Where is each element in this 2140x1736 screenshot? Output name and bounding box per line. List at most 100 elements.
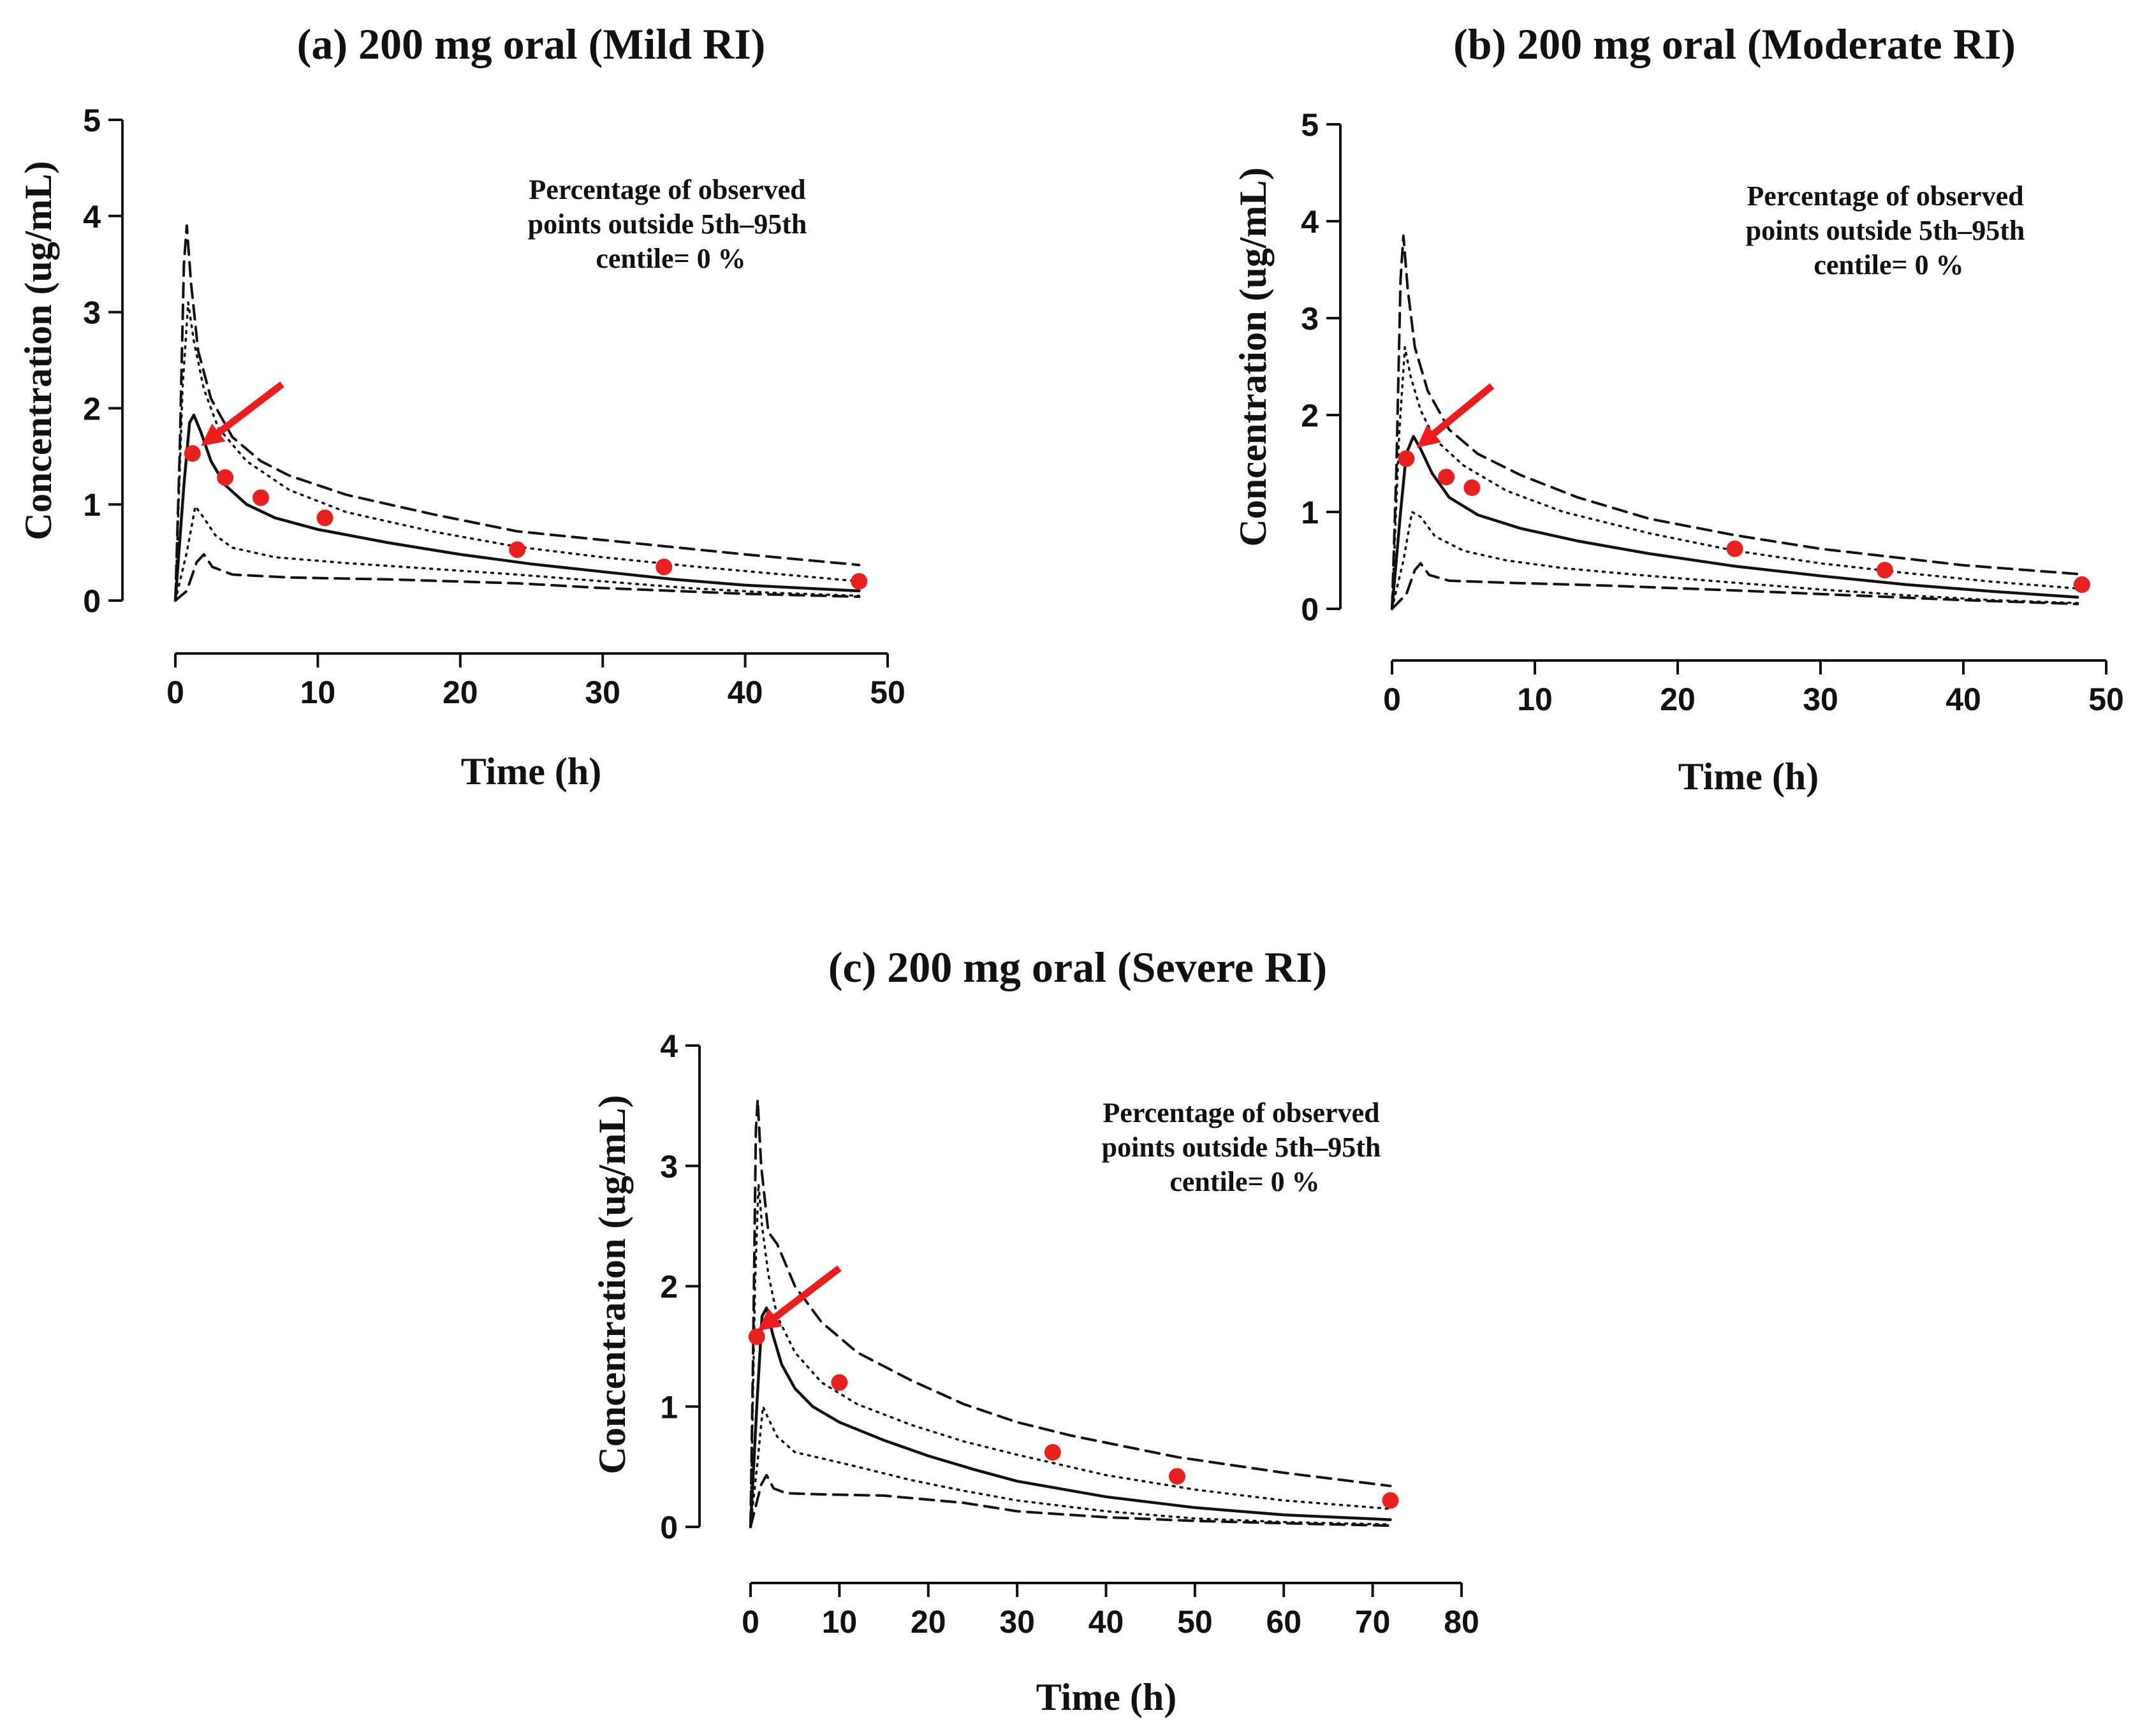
y-tick-label: 0 [1301, 592, 1319, 627]
y-tick-label: 1 [83, 487, 101, 523]
observed-point [656, 558, 673, 576]
x-tick-label: 30 [999, 1604, 1035, 1640]
x-tick-label: 20 [911, 1604, 946, 1640]
y-tick-label: 2 [1301, 398, 1319, 434]
panel-b-annotation: Percentage of observed points outside 5t… [1746, 180, 2032, 281]
25th-percentile-line [174, 505, 861, 602]
panel-a-title: (a) 200 mg oral (Mild RI) [297, 20, 766, 68]
observed-point [1044, 1443, 1061, 1461]
observed-point [1463, 479, 1481, 496]
median-line [1390, 435, 2079, 611]
panel-b: (b) 200 mg oral (Moderate RI) Concentrat… [1232, 20, 2124, 798]
x-tick-label: 0 [1383, 682, 1401, 717]
y-tick-label: 0 [83, 583, 101, 619]
y-tick-label: 4 [83, 199, 101, 235]
5th-percentile-line [749, 1473, 1392, 1528]
95th-percentile-line [174, 224, 861, 602]
y-tick-label: 5 [1301, 107, 1319, 143]
observed-point [1382, 1492, 1399, 1509]
observed-point [1438, 469, 1455, 486]
x-tick-label: 10 [1517, 682, 1553, 717]
x-tick-label: 50 [870, 675, 905, 710]
x-tick-label: 80 [1444, 1604, 1479, 1640]
observed-point [831, 1374, 848, 1391]
y-tick-label: 1 [660, 1389, 678, 1425]
observed-point [851, 573, 868, 590]
x-tick-label: 20 [443, 675, 478, 710]
25th-percentile-line [1391, 511, 2079, 610]
observed-point [217, 469, 234, 486]
y-tick-label: 1 [1301, 495, 1319, 530]
x-tick-label: 50 [2088, 682, 2124, 717]
panel-a-ylabel: Concentration (ug/mL) [17, 161, 59, 541]
panel-c-title: (c) 200 mg oral (Severe RI) [828, 943, 1327, 991]
x-tick-label: 0 [166, 675, 184, 710]
y-tick-label: 2 [83, 391, 101, 427]
annotation-line-2: points outside 5th–95th [528, 208, 807, 240]
observed-point [1169, 1468, 1185, 1485]
observed-point [748, 1328, 765, 1345]
annotation-line-3: centile= 0 % [596, 243, 745, 274]
panel-b-ylabel: Concentration (ug/mL) [1232, 168, 1274, 547]
observed-point [316, 509, 333, 527]
x-tick-label: 50 [1177, 1604, 1213, 1640]
x-tick-label: 40 [1946, 682, 1981, 717]
panel-b-xlabel: Time (h) [1678, 755, 1819, 798]
observed-point [1726, 540, 1743, 557]
annotation-line-3: centile= 0 % [1169, 1166, 1319, 1197]
annotation-line-1: Percentage of observed [1103, 1097, 1379, 1128]
annotation-line-2: points outside 5th–95th [1746, 215, 2025, 246]
observed-point [509, 541, 526, 558]
y-tick-label: 4 [1301, 204, 1319, 240]
panel-b-title: (b) 200 mg oral (Moderate RI) [1453, 20, 2016, 68]
observed-point [184, 445, 201, 462]
95th-percentile-line [1391, 234, 2079, 610]
x-tick-label: 10 [300, 675, 336, 710]
x-tick-label: 40 [728, 675, 763, 710]
25th-percentile-line [749, 1405, 1392, 1528]
75th-percentile-line [1391, 346, 2079, 610]
5th-percentile-line [1391, 562, 2079, 610]
95th-percentile-line [749, 1098, 1392, 1528]
y-tick-label: 4 [660, 1028, 678, 1064]
panel-c-ylabel: Concentration (ug/mL) [591, 1095, 633, 1475]
red-arrow [1416, 383, 1495, 448]
x-tick-label: 20 [1660, 682, 1696, 717]
panel-a: (a) 200 mg oral (Mild RI) Concentration … [17, 20, 905, 792]
median-line [173, 413, 861, 602]
5th-percentile-line [174, 553, 861, 602]
red-arrow [201, 381, 284, 446]
y-tick-label: 3 [83, 295, 101, 331]
y-tick-label: 3 [1301, 301, 1319, 337]
y-tick-label: 5 [83, 103, 101, 138]
75th-percentile-line [749, 1183, 1392, 1528]
x-tick-label: 70 [1355, 1604, 1391, 1640]
panel-c: (c) 200 mg oral (Severe RI) Concentratio… [591, 943, 1479, 1718]
panel-a-annotation: Percentage of observed points outside 5t… [528, 174, 814, 274]
annotation-line-1: Percentage of observed [1747, 180, 2023, 212]
annotation-line-1: Percentage of observed [529, 174, 805, 205]
observed-point [1398, 450, 1415, 467]
observed-point [253, 489, 270, 506]
y-tick-label: 2 [660, 1269, 678, 1305]
y-tick-label: 3 [660, 1149, 678, 1185]
observed-point [2073, 576, 2090, 593]
x-tick-label: 0 [742, 1604, 759, 1640]
panel-c-annotation: Percentage of observed points outside 5t… [1102, 1097, 1388, 1197]
y-tick-label: 0 [660, 1510, 678, 1545]
observed-point [1876, 562, 1893, 579]
x-tick-label: 30 [585, 675, 620, 710]
red-arrow [758, 1265, 842, 1331]
x-tick-label: 40 [1088, 1604, 1124, 1640]
x-tick-label: 30 [1803, 682, 1838, 717]
panel-a-xlabel: Time (h) [461, 750, 602, 792]
annotation-line-2: points outside 5th–95th [1102, 1132, 1381, 1163]
panel-c-xlabel: Time (h) [1036, 1676, 1177, 1718]
x-tick-label: 10 [822, 1604, 858, 1640]
x-tick-label: 60 [1266, 1604, 1301, 1640]
annotation-line-3: centile= 0 % [1814, 249, 1963, 281]
